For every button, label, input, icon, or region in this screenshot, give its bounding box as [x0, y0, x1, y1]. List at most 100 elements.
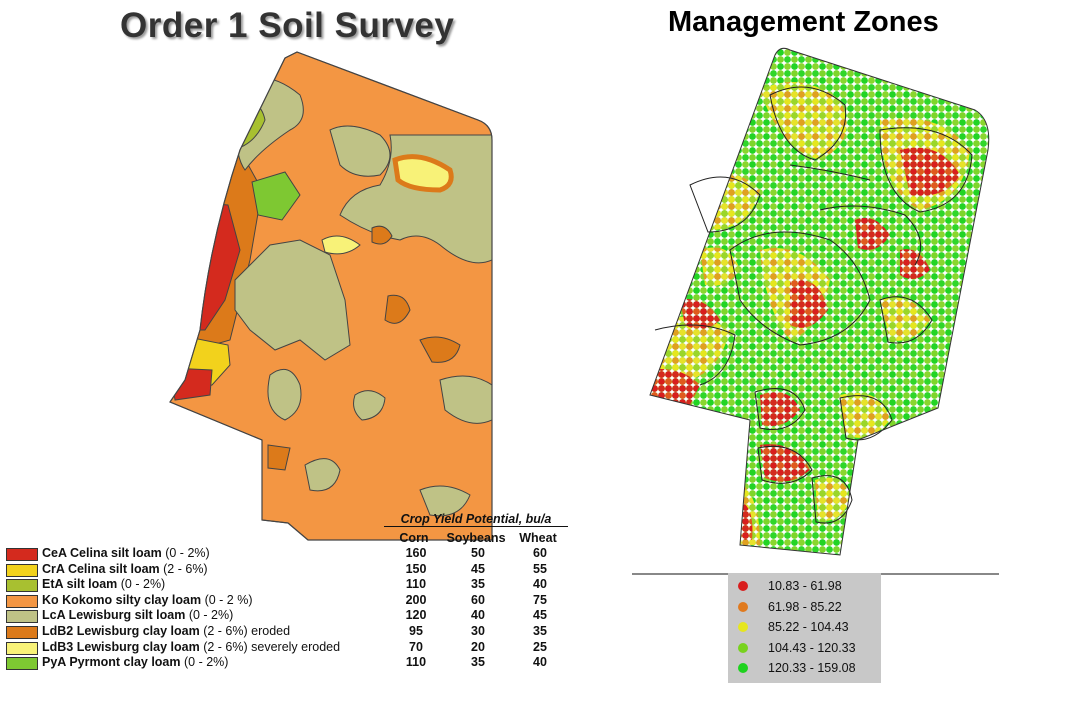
zone-color-dot [738, 622, 748, 632]
yield-table-title: Crop Yield Potential, bu/a [384, 512, 568, 527]
soil-color-swatch [6, 563, 38, 577]
soil-legend-row: CeA Celina silt loam (0 - 2%) 160 50 60 [6, 546, 576, 562]
yield-wheat: 40 [533, 655, 547, 670]
soil-code: LdB2 [42, 624, 74, 638]
soil-code: Ko [42, 592, 59, 607]
column-soybeans: Soybeans [446, 531, 506, 545]
soil-erosion-note: severely eroded [251, 639, 341, 654]
soil-name: Lewisburg clay loam [76, 624, 200, 638]
management-zones-map [649, 47, 990, 556]
zone-yellow-region [880, 297, 930, 341]
column-wheat: Wheat [519, 531, 557, 545]
zone-yellow-region [840, 392, 890, 438]
soil-color-swatch [6, 610, 38, 624]
yield-corn: 120 [405, 608, 427, 623]
zones-legend-row: 61.98 - 85.22 [728, 597, 881, 617]
yield-wheat: 40 [533, 577, 547, 592]
soil-zone-lca [439, 375, 492, 424]
soil-slope-range: (2 - 6%) [203, 639, 248, 654]
soil-legend-label: CrA Celina silt loam (2 - 6%) [42, 562, 208, 576]
yield-soybeans: 60 [471, 592, 485, 607]
zone-red-region [900, 147, 960, 196]
soil-legend-row: EtA silt loam (0 - 2%) 110 35 40 [6, 577, 576, 593]
soil-slope-range: (0 - 2 %) [204, 592, 253, 607]
soil-legend-row: LcA Lewisburg silt loam (0 - 2%) 120 40 45 [6, 608, 576, 624]
zone-color-dot [738, 581, 748, 591]
soil-legend-label: LcA Lewisburg silt loam (0 - 2%) [42, 608, 233, 622]
soil-slope-range: (0 - 2%) [120, 577, 166, 592]
soil-name: silt loam [66, 577, 118, 592]
soil-name: Kokomo silty clay loam [62, 592, 202, 607]
soil-color-swatch [6, 579, 38, 593]
soil-slope-range: (0 - 2%) [183, 655, 229, 670]
zone-range-label: 85.22 - 104.43 [768, 620, 849, 634]
soil-survey-title: Order 1 Soil Survey [120, 6, 455, 45]
soil-name: Lewisburg clay loam [76, 639, 200, 654]
soil-name: Pyrmont clay loam [69, 655, 181, 670]
soil-color-swatch [6, 641, 38, 655]
soil-legend-label: PyA Pyrmont clay loam (0 - 2%) [42, 655, 228, 669]
zone-range-label: 10.83 - 61.98 [768, 579, 842, 593]
soil-zone-ldb2 [419, 336, 461, 363]
soil-legend-row: PyA Pyrmont clay loam (0 - 2%) 110 35 40 [6, 655, 576, 671]
yield-soybeans: 20 [471, 639, 485, 654]
yield-corn: 200 [405, 592, 427, 607]
soil-zone-ldb2 [371, 225, 393, 245]
soil-zone-lca [304, 458, 341, 492]
zones-legend-row: 10.83 - 61.98 [728, 576, 881, 596]
soil-slope-range: (2 - 6%) [163, 561, 208, 576]
soil-slope-range: (2 - 6%) [203, 624, 248, 638]
soil-zone-ldb2 [384, 294, 411, 324]
soil-zone-cea [170, 367, 213, 401]
soil-zone-ldb3 [321, 235, 361, 255]
zone-red-region [760, 444, 810, 482]
zone-color-dot [738, 642, 748, 653]
soil-color-swatch [6, 657, 38, 671]
soil-code: LdB3 [42, 639, 74, 654]
soil-erosion-note: eroded [251, 624, 291, 638]
zone-range-label: 120.33 - 159.08 [768, 661, 856, 675]
management-zones-title: Management Zones [668, 6, 939, 38]
soil-legend-label: LdB2 Lewisburg clay loam (2 - 6%) eroded [42, 624, 290, 638]
soil-zone-lca [267, 368, 302, 421]
soil-legend-row: LdB3 Lewisburg clay loam (2 - 6%) severe… [6, 640, 576, 656]
yield-corn: 110 [405, 577, 427, 592]
soil-legend-row: LdB2 Lewisburg clay loam (2 - 6%) eroded… [6, 624, 576, 640]
zones-soil-boundaries [654, 86, 973, 524]
yield-wheat: 45 [533, 608, 547, 623]
yield-wheat: 75 [533, 592, 547, 607]
yield-wheat: 60 [533, 546, 547, 560]
soil-legend-label: Ko Kokomo silty clay loam (0 - 2 %) [42, 593, 253, 607]
zone-red-region [855, 217, 890, 250]
yield-corn: 70 [409, 639, 423, 654]
soil-legend-row: Ko Kokomo silty clay loam (0 - 2 %) 200 60… [6, 593, 576, 609]
soil-zone-ldb2 [267, 444, 291, 471]
zone-yellow-region [815, 477, 850, 521]
yield-wheat: 35 [533, 624, 547, 638]
yield-corn: 110 [405, 655, 427, 670]
zone-yellow-region [760, 82, 847, 160]
yield-soybeans: 45 [471, 561, 485, 576]
soil-code: PyA [42, 655, 66, 670]
soil-zone-lca [419, 485, 471, 517]
zone-color-dot [738, 663, 748, 673]
yield-soybeans: 35 [471, 577, 485, 592]
soil-zone-ldb3 [392, 154, 454, 193]
zone-red-region [650, 369, 700, 405]
zones-legend-row: 120.33 - 159.08 [728, 658, 881, 678]
zones-legend: 10.83 - 61.98 61.98 - 85.22 85.22 - 104.43… [728, 573, 881, 683]
soil-slope-range: (0 - 2%) [188, 608, 234, 623]
soil-slope-range: (0 - 2%) [165, 546, 210, 560]
soil-zone-pya [251, 171, 301, 221]
soil-zone-lca [353, 390, 386, 421]
yield-soybeans: 35 [471, 655, 485, 670]
soil-color-swatch [6, 594, 38, 608]
soil-code: EtA [42, 577, 64, 592]
yield-soybeans: 40 [471, 608, 485, 623]
soil-name: Celina silt loam [70, 546, 162, 560]
column-corn: Corn [399, 531, 429, 545]
zone-yellow-region [700, 247, 740, 286]
soil-legend-label: LdB3 Lewisburg clay loam (2 - 6%) severe… [42, 640, 340, 654]
yield-soybeans: 50 [471, 546, 485, 560]
